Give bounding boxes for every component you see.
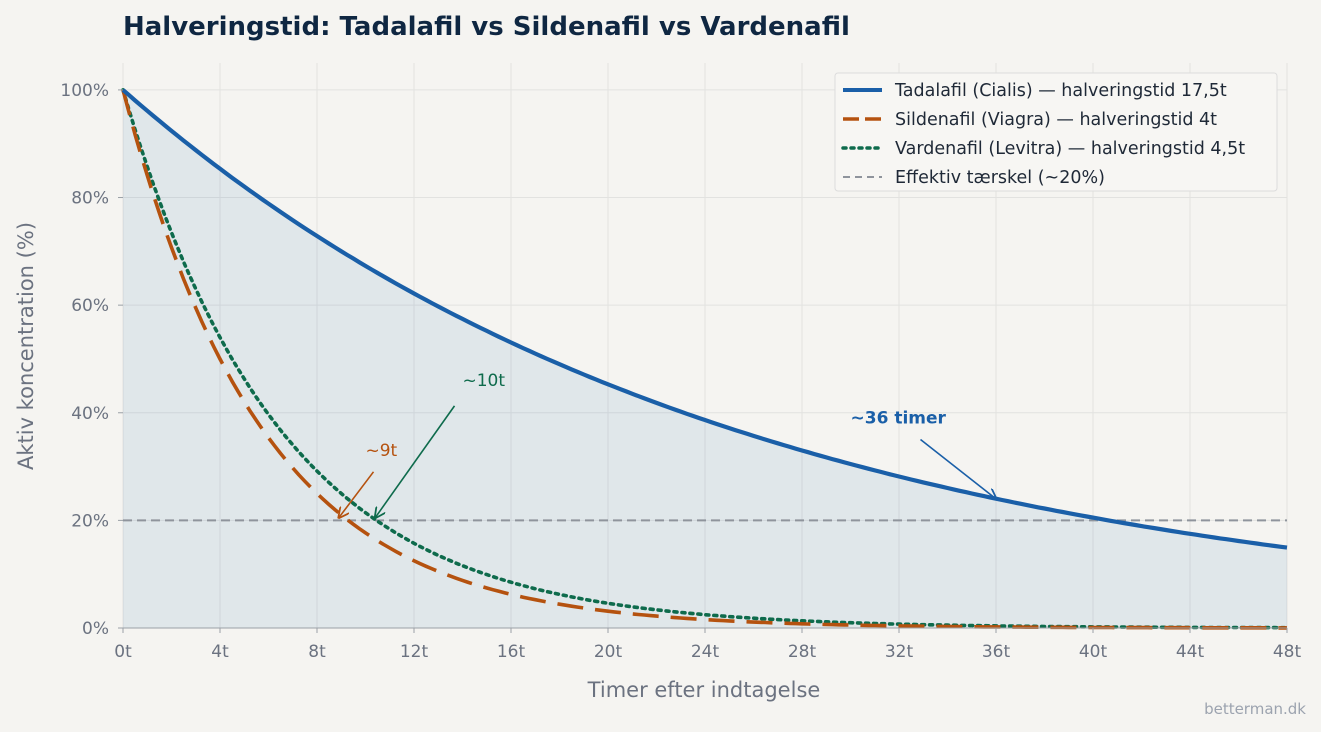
x-tick-label: 40t: [1079, 642, 1108, 662]
x-tick-label: 8t: [308, 642, 326, 662]
legend-label-0: Tadalafil (Cialis) — halveringstid 17,5t: [894, 81, 1227, 101]
annotation-arrow-0: [339, 471, 375, 518]
x-tick-label: 28t: [788, 642, 817, 662]
x-tick-label: 36t: [982, 642, 1011, 662]
y-tick-label: 60%: [71, 296, 109, 316]
x-tick-label: 12t: [400, 642, 429, 662]
watermark: betterman.dk: [1204, 700, 1306, 718]
area-fill: [123, 89, 1287, 628]
y-axis-ticks: 0% 20% 40% 60% 80% 100%: [60, 81, 123, 639]
x-tick-label: 24t: [691, 642, 720, 662]
y-tick-label: 100%: [60, 81, 109, 101]
chart-title: Halveringstid: Tadalafil vs Sildenafil v…: [123, 12, 850, 42]
annotation-arrow-2: [920, 438, 997, 499]
y-tick-label: 20%: [71, 511, 109, 531]
legend-label-3: Effektiv tærskel (~20%): [895, 168, 1105, 188]
legend-box: [834, 72, 1278, 192]
x-tick-label: 4t: [211, 642, 229, 662]
y-tick-label: 0%: [82, 619, 109, 639]
x-tick-label: 48t: [1273, 642, 1302, 662]
x-axis-ticks: 0t 4t 8t 12t 16t 20t 24t 28t 32t 36t 40t 44t 48t: [114, 627, 1302, 662]
x-tick-label: 32t: [885, 642, 914, 662]
y-axis-label: Aktiv koncentration (%): [14, 222, 38, 470]
series-fill-0: [123, 89, 1287, 628]
annotation-label-1: ~10t: [463, 371, 506, 391]
legend-label-2: Vardenafil (Levitra) — halveringstid 4,5…: [895, 139, 1245, 159]
annotation-label-2: ~36 timer: [851, 409, 947, 429]
x-tick-label: 0t: [114, 642, 132, 662]
x-tick-label: 16t: [497, 642, 526, 662]
y-tick-label: 40%: [71, 404, 109, 424]
x-tick-label: 20t: [594, 642, 623, 662]
annotation-layer: ~9t ~10t ~36 timer: [339, 371, 996, 518]
x-tick-label: 44t: [1176, 642, 1205, 662]
legend: Tadalafil (Cialis) — halveringstid 17,5t…: [834, 72, 1278, 192]
annotation-arrow-1: [375, 405, 456, 518]
annotation-label-0: ~9t: [366, 441, 398, 461]
x-axis-label: Timer efter indtagelse: [587, 678, 821, 702]
series-line-0: [121, 88, 1288, 550]
y-tick-label: 80%: [71, 189, 109, 209]
legend-label-1: Sildenafil (Viagra) — halveringstid 4t: [895, 110, 1217, 130]
